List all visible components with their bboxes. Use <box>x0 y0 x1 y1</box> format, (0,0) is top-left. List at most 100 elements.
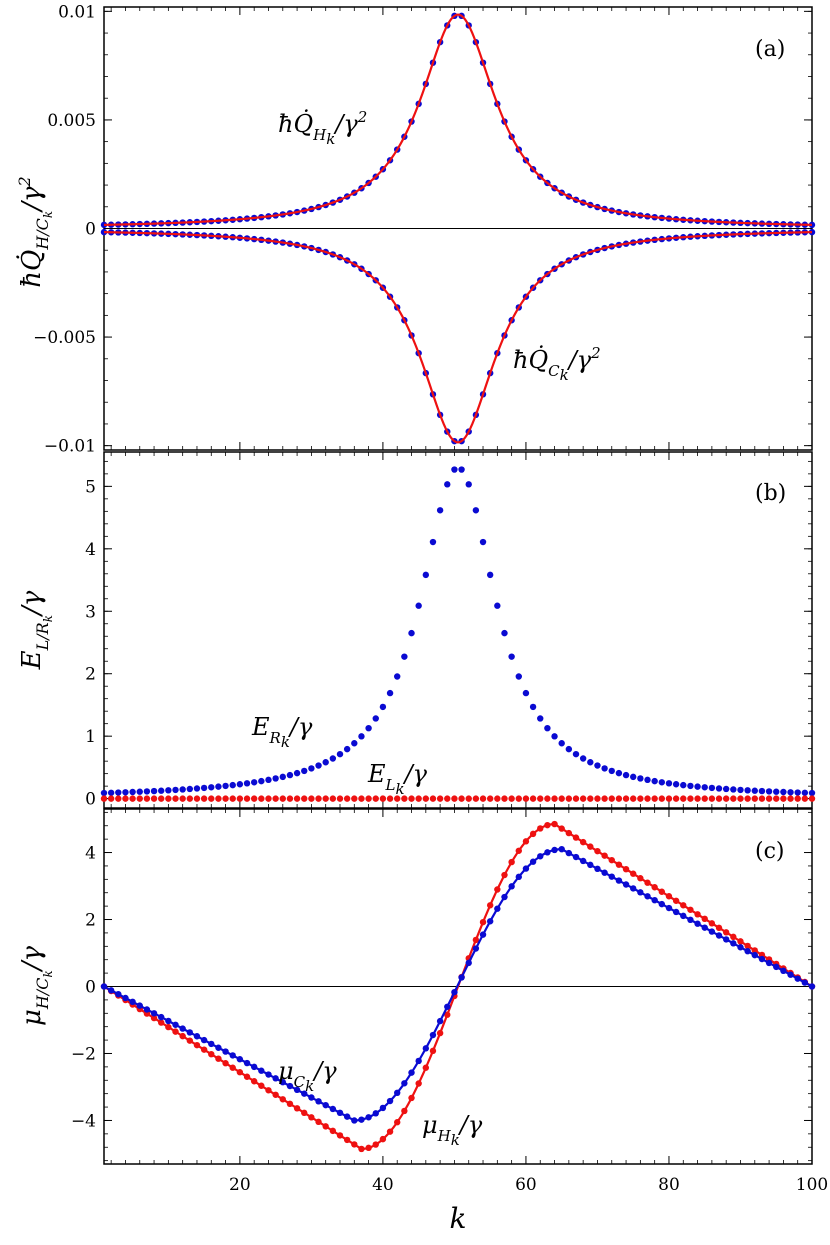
data-point <box>458 974 465 981</box>
data-point <box>422 1045 430 1052</box>
data-point <box>286 795 294 802</box>
data-point <box>286 771 294 779</box>
data-point <box>722 795 730 802</box>
data-point <box>572 853 580 861</box>
data-point <box>143 795 151 802</box>
data-point <box>572 750 580 758</box>
data-point <box>579 838 587 846</box>
data-point <box>615 769 623 777</box>
data-point <box>751 951 758 959</box>
data-point <box>701 795 708 802</box>
y-tick-label: −2 <box>71 1044 96 1064</box>
data-point <box>515 873 522 881</box>
panel-a: −0.01 −0.005 0 0.005 0.01 (a) ħQ̇Hk/γ2 ħQ̇Ck… <box>15 2 816 457</box>
data-point <box>694 783 701 790</box>
x-tick-labels: 20 40 60 80 100 <box>229 1175 828 1195</box>
data-point <box>687 906 694 913</box>
data-point <box>322 1101 329 1109</box>
data-point <box>758 955 766 963</box>
data-point <box>215 783 222 790</box>
series-line <box>103 848 813 1122</box>
data-point <box>801 795 809 802</box>
data-point <box>379 703 387 711</box>
data-point <box>644 776 651 784</box>
data-point <box>479 918 487 926</box>
data-point <box>758 795 766 802</box>
y-tick-label: 4 <box>85 540 96 560</box>
panel-b-frame <box>103 451 813 809</box>
data-point <box>136 1002 143 1009</box>
data-point <box>687 795 694 802</box>
data-point <box>429 1047 437 1055</box>
data-point <box>100 228 108 236</box>
data-point <box>587 795 594 802</box>
data-point <box>429 538 437 546</box>
data-point <box>572 834 580 841</box>
data-point <box>315 1098 322 1105</box>
data-point <box>158 787 165 794</box>
data-point <box>215 1044 222 1051</box>
data-point <box>386 689 394 697</box>
panel-a-ylabel: ħQ̇H/Ck/γ2 <box>15 176 55 287</box>
data-point <box>265 1071 272 1078</box>
y-tick-label: 2 <box>85 911 96 931</box>
data-point <box>336 795 344 802</box>
data-point <box>308 795 315 802</box>
data-point <box>293 795 301 802</box>
data-point <box>594 847 601 855</box>
y-tick-label: 4 <box>85 844 96 864</box>
data-point <box>208 795 215 802</box>
panel-b-plot <box>100 466 816 802</box>
data-point <box>479 538 487 546</box>
data-point <box>401 1107 408 1115</box>
x-tick-label: 20 <box>229 1175 251 1195</box>
data-point <box>665 893 673 900</box>
data-point <box>472 936 480 944</box>
data-point <box>737 786 744 794</box>
data-point <box>537 825 544 832</box>
data-point <box>243 1059 251 1067</box>
data-point <box>715 932 723 939</box>
data-point <box>537 853 544 860</box>
data-point <box>408 1069 415 1076</box>
data-point <box>293 1086 301 1094</box>
panel-c: −4 −2 0 2 4 (c) μCk/γ μHk/γ μH/Ck/γ <box>17 808 816 1165</box>
data-point <box>429 795 437 802</box>
data-point <box>630 795 637 802</box>
data-point <box>651 795 658 802</box>
data-point <box>522 838 530 845</box>
data-point <box>665 780 673 787</box>
data-point <box>458 466 465 473</box>
data-point <box>787 795 794 802</box>
data-point <box>422 795 430 802</box>
data-point <box>193 1041 201 1049</box>
data-point <box>630 773 637 781</box>
data-point <box>501 795 508 802</box>
data-point <box>515 847 522 854</box>
data-point <box>680 902 687 909</box>
data-point <box>730 933 737 941</box>
data-point <box>186 1029 194 1036</box>
data-point <box>558 795 565 802</box>
data-point <box>150 787 158 795</box>
data-point <box>551 733 558 740</box>
data-point <box>708 928 716 935</box>
data-point <box>301 1090 308 1097</box>
data-point <box>365 724 372 732</box>
data-point <box>100 221 108 229</box>
data-point <box>222 795 229 802</box>
data-point <box>358 733 365 740</box>
data-point <box>637 889 644 896</box>
data-point <box>172 786 179 794</box>
data-point <box>637 775 644 782</box>
data-point <box>565 745 573 753</box>
data-point <box>508 883 515 890</box>
data-point <box>265 795 272 802</box>
data-point <box>444 481 451 488</box>
data-point <box>415 795 422 802</box>
panel-b-ylabel: EL/Rk/γ <box>17 590 55 670</box>
data-point <box>501 871 508 879</box>
data-point <box>715 785 723 792</box>
annotation-mu-hot: μHk/γ <box>422 1111 483 1149</box>
